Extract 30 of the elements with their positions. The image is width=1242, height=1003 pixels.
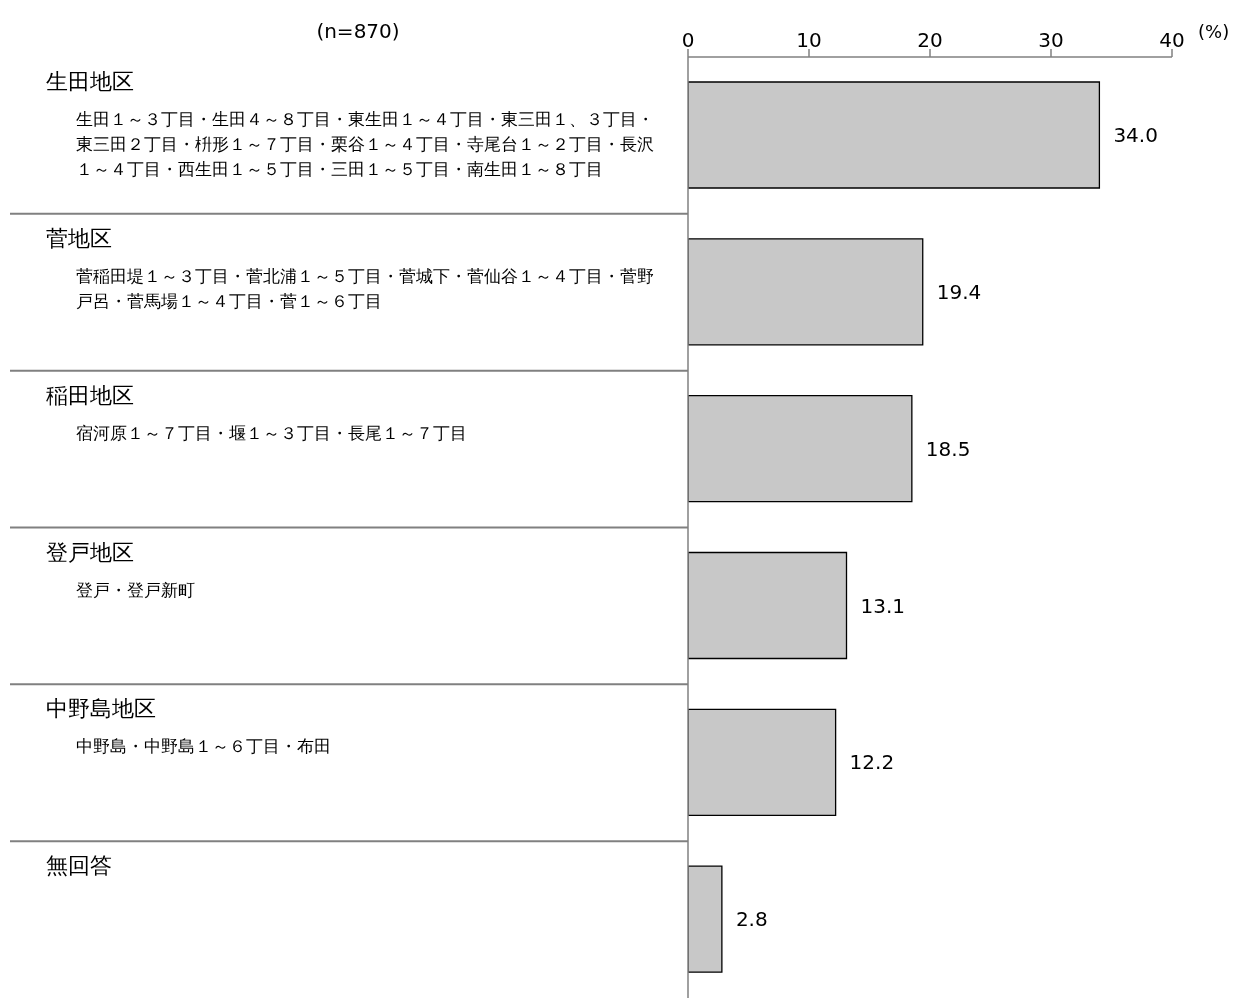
data-label: 34.0: [1113, 123, 1158, 148]
y-tick-label: 稲田地区: [46, 381, 135, 410]
bar: [688, 551, 848, 660]
y-tick-label: 菅地区: [46, 224, 113, 253]
bar: [688, 395, 913, 503]
y-tick-label: 登戸地区: [46, 538, 135, 567]
text: 登戸・登戸新町: [75, 579, 196, 602]
data-label: 13.1: [860, 593, 906, 618]
bar: [688, 708, 837, 816]
x2-tick-label: 30: [1038, 28, 1064, 52]
data-label: 12.2: [849, 750, 895, 775]
text: 菅稲田堤１～３丁目・菅北浦１～５丁目・菅城下・菅仙谷１～４丁目・菅野戸呂・菅馬場１～４丁目・菅１～６丁目: [75, 265, 655, 313]
bar: [688, 238, 924, 346]
x2-axis-title: (%): [1198, 21, 1230, 42]
text: 中野島・中野島１～６丁目・布田: [75, 736, 332, 759]
bar: [688, 865, 723, 973]
text: 生田１～３丁目・生田４～８丁目・東生田１～４丁目・東三田１、３丁目・東三田２丁目・枡形１～７丁目・栗谷１～４丁目・寺尾台１～２丁目・長沢１～４丁目・西生田１～５丁目・三田１～５丁目・南生田１～８丁目: [75, 109, 655, 181]
data-label: 2.8: [735, 907, 768, 932]
x2-tick-label: 40: [1159, 28, 1185, 52]
text: (n=870): [316, 19, 400, 43]
y-tick-label: 中野島地区: [46, 695, 157, 724]
x2-tick-label: 0: [681, 28, 695, 52]
data-label: 19.4: [936, 279, 982, 304]
bar: [688, 81, 1101, 189]
x2-tick-label: 20: [917, 28, 943, 52]
x2-tick-label: 10: [796, 28, 822, 52]
y-tick-label: 生田地区: [46, 68, 135, 96]
data-label: 18.5: [925, 436, 971, 461]
text: 宿河原１～７丁目・堰１～３丁目・長尾１～７丁目: [75, 422, 468, 445]
y-tick-label: 無回答: [46, 852, 113, 881]
